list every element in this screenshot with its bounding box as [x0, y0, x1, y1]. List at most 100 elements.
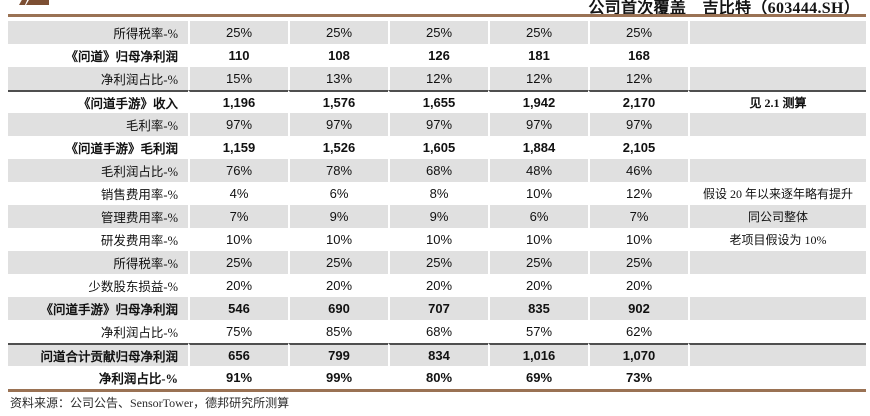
- value-cell: 1,655: [388, 90, 488, 113]
- note-cell: [688, 366, 866, 389]
- value-cell: 10%: [188, 228, 288, 251]
- value-cell: 91%: [188, 366, 288, 389]
- table-row: 《问道手游》毛利润 1,159 1,526 1,605 1,884 2,105: [8, 136, 866, 159]
- row-label: 管理费用率-%: [8, 205, 188, 228]
- note-cell: [688, 136, 866, 159]
- value-cell: 2,170: [588, 90, 688, 113]
- value-cell: 110: [188, 44, 288, 67]
- value-cell: 1,526: [288, 136, 388, 159]
- value-cell: 1,605: [388, 136, 488, 159]
- value-cell: 9%: [388, 205, 488, 228]
- value-cell: 25%: [588, 251, 688, 274]
- value-cell: 10%: [488, 182, 588, 205]
- note-cell: [688, 67, 866, 90]
- value-cell: 69%: [488, 366, 588, 389]
- assumption-table: 所得税率-% 25% 25% 25% 25% 25% 《问道》归母净利润 110 108 126 1…: [8, 21, 866, 389]
- table-row: 净利润占比-% 75% 85% 68% 57% 62%: [8, 320, 866, 343]
- value-cell: 1,196: [188, 90, 288, 113]
- value-cell: 25%: [388, 21, 488, 44]
- note-cell: 见 2.1 测算: [688, 90, 866, 113]
- value-cell: 12%: [588, 182, 688, 205]
- table-row: 问道合计贡献归母净利润 656 799 834 1,016 1,070: [8, 343, 866, 366]
- note-cell: 假设 20 年以来逐年略有提升: [688, 182, 866, 205]
- row-label: 问道合计贡献归母净利润: [8, 343, 188, 366]
- row-label: 少数股东损益-%: [88, 280, 178, 294]
- value-cell: 12%: [588, 67, 688, 90]
- value-cell: 62%: [588, 320, 688, 343]
- row-label: 净利润占比-%: [98, 372, 178, 386]
- value-cell: 20%: [288, 274, 388, 297]
- value-cell: 25%: [488, 21, 588, 44]
- value-cell: 9%: [288, 205, 388, 228]
- value-cell: 7%: [188, 205, 288, 228]
- value-cell: 46%: [588, 159, 688, 182]
- row-label: 《问道手游》毛利润: [65, 142, 178, 156]
- note-cell: 同公司整体: [688, 205, 866, 228]
- value-cell: 25%: [288, 251, 388, 274]
- value-cell: 75%: [188, 320, 288, 343]
- value-cell: 20%: [388, 274, 488, 297]
- value-cell: 8%: [388, 182, 488, 205]
- value-cell: 181: [488, 44, 588, 67]
- table-row: 净利润占比-% 91% 99% 80% 69% 73%: [8, 366, 866, 389]
- value-cell: 835: [488, 297, 588, 320]
- report-title: 公司首次覆盖 吉比特（603444.SH）: [588, 0, 860, 17]
- value-cell: 68%: [388, 159, 488, 182]
- note-cell: 老项目假设为 10%: [688, 228, 866, 251]
- note-cell: [688, 21, 866, 44]
- value-cell: 15%: [188, 67, 288, 90]
- value-cell: 97%: [188, 113, 288, 136]
- value-cell: 25%: [188, 251, 288, 274]
- row-label: 销售费用率-%: [100, 188, 178, 202]
- table-row: 净利润占比-% 15% 13% 12% 12% 12%: [8, 67, 866, 90]
- value-cell: 97%: [288, 113, 388, 136]
- row-label: 毛利率-%: [8, 113, 188, 136]
- row-label: 净利润占比-%: [8, 67, 188, 90]
- value-cell: 902: [588, 297, 688, 320]
- value-cell: 68%: [388, 320, 488, 343]
- note-cell: [688, 343, 866, 366]
- value-cell: 799: [288, 343, 388, 366]
- row-label: 《问道》归母净利润: [65, 50, 178, 64]
- note-cell: [688, 113, 866, 136]
- table-row: 管理费用率-% 7% 9% 9% 6% 7% 同公司整体: [8, 205, 866, 228]
- value-cell: 1,942: [488, 90, 588, 113]
- table-row: 销售费用率-% 4% 6% 8% 10% 12% 假设 20 年以来逐年略有提升: [8, 182, 866, 205]
- value-cell: 78%: [288, 159, 388, 182]
- table-row: 所得税率-% 25% 25% 25% 25% 25%: [8, 251, 866, 274]
- value-cell: 707: [388, 297, 488, 320]
- value-cell: 20%: [188, 274, 288, 297]
- table-row: 毛利率-% 97% 97% 97% 97% 97%: [8, 113, 866, 136]
- value-cell: 20%: [588, 274, 688, 297]
- row-label: 《问道手游》归母净利润: [8, 297, 188, 320]
- value-cell: 76%: [188, 159, 288, 182]
- row-label: 所得税率-%: [8, 251, 188, 274]
- note-cell: [688, 274, 866, 297]
- value-cell: 1,576: [288, 90, 388, 113]
- value-cell: 10%: [388, 228, 488, 251]
- value-cell: 80%: [388, 366, 488, 389]
- value-cell: 48%: [488, 159, 588, 182]
- row-label: 毛利润占比-%: [8, 159, 188, 182]
- note-cell: [688, 44, 866, 67]
- publisher-logo-icon: [18, 0, 50, 11]
- value-cell: 97%: [488, 113, 588, 136]
- value-cell: 25%: [588, 21, 688, 44]
- value-cell: 10%: [488, 228, 588, 251]
- note-cell: [688, 320, 866, 343]
- value-cell: 6%: [288, 182, 388, 205]
- value-cell: 656: [188, 343, 288, 366]
- value-cell: 1,884: [488, 136, 588, 159]
- table-row: 研发费用率-% 10% 10% 10% 10% 10% 老项目假设为 10%: [8, 228, 866, 251]
- value-cell: 10%: [288, 228, 388, 251]
- value-cell: 57%: [488, 320, 588, 343]
- value-cell: 10%: [588, 228, 688, 251]
- value-cell: 25%: [188, 21, 288, 44]
- value-cell: 126: [388, 44, 488, 67]
- value-cell: 25%: [488, 251, 588, 274]
- table-row: 《问道手游》归母净利润 546 690 707 835 902: [8, 297, 866, 320]
- row-label: 所得税率-%: [8, 21, 188, 44]
- value-cell: 690: [288, 297, 388, 320]
- value-cell: 13%: [288, 67, 388, 90]
- value-cell: 546: [188, 297, 288, 320]
